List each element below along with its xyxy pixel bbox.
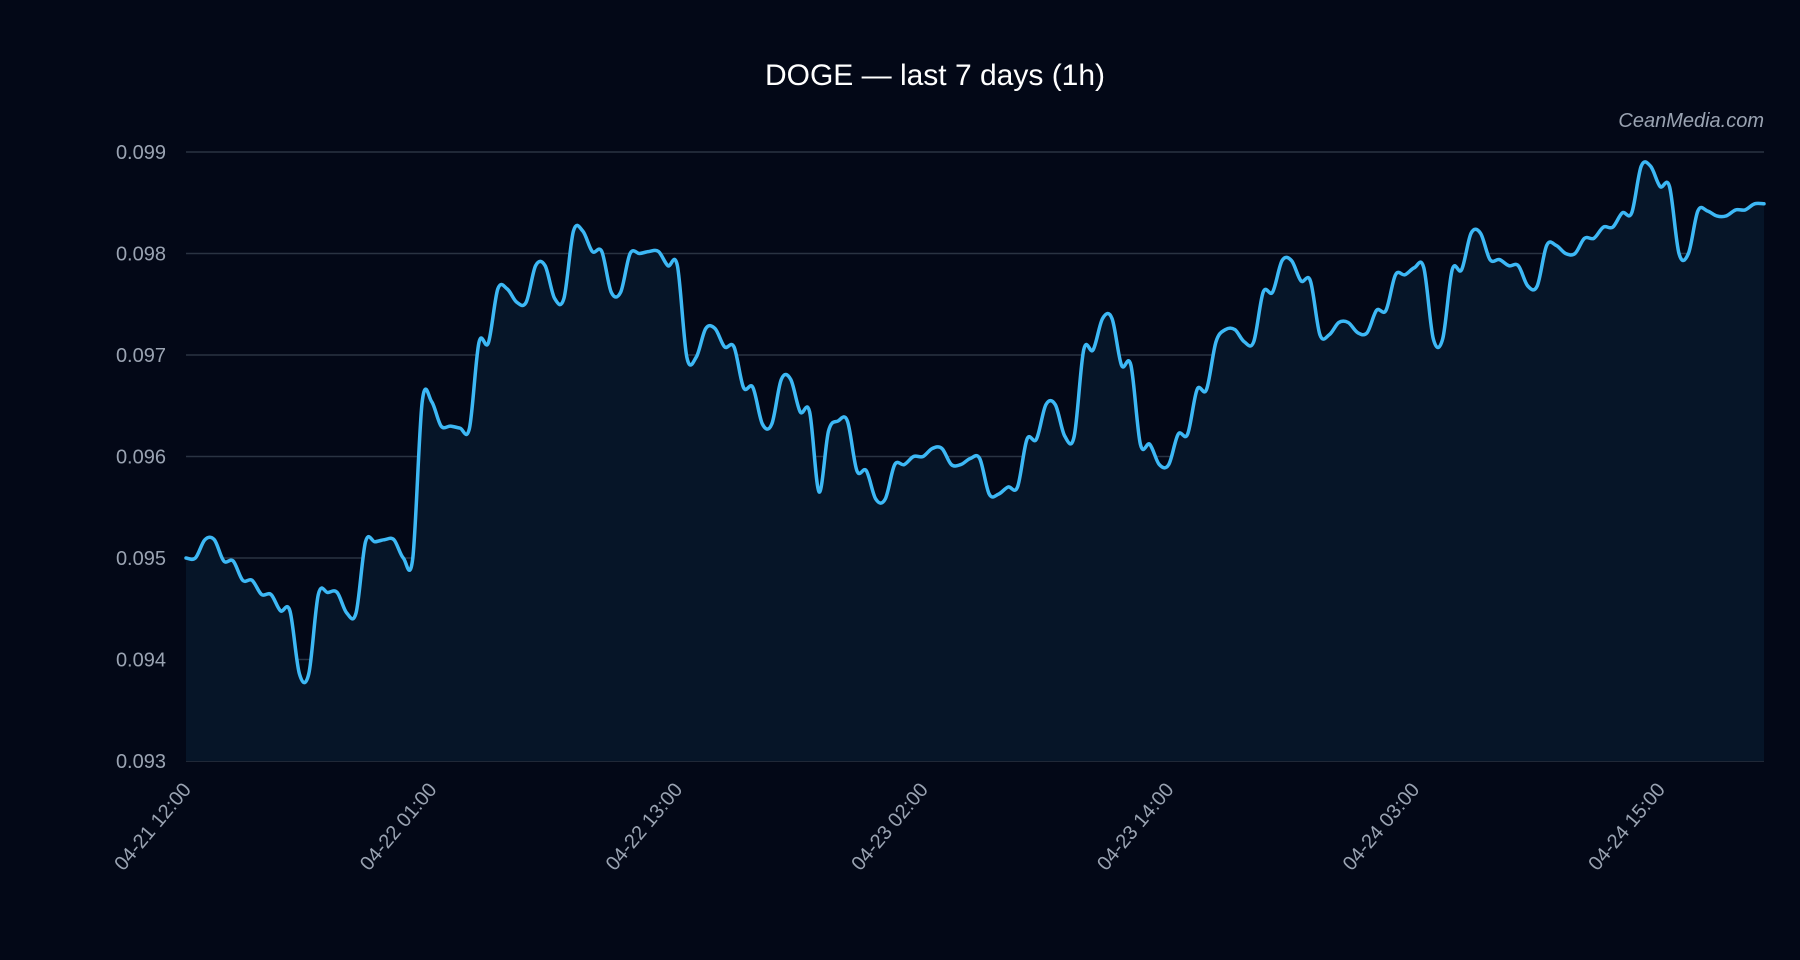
y-tick-label: 0.096 [116, 447, 166, 469]
y-axis-ticks: 0.093 0.094 0.095 0.096 0.097 0.098 0.099 [116, 142, 166, 773]
y-tick-label: 0.095 [116, 548, 166, 570]
y-tick-label: 0.098 [116, 244, 166, 266]
x-tick-label: 04-23 02:00 [847, 779, 932, 875]
x-tick-label: 04-22 01:00 [356, 779, 441, 875]
y-tick-label: 0.094 [116, 650, 166, 672]
series-line [184, 160, 1766, 685]
x-tick-label: 04-21 12:00 [110, 779, 195, 875]
y-tick-label: 0.093 [116, 751, 166, 773]
x-axis-ticks: 04-21 12:00 04-22 01:00 04-22 13:00 04-23 0… [110, 779, 1670, 875]
y-tick-label: 0.097 [116, 345, 166, 367]
chart-title: DOGE — last 7 days (1h) [765, 59, 1105, 92]
x-tick-label: 04-22 13:00 [602, 779, 687, 875]
y-tick-label: 0.099 [116, 142, 166, 164]
x-tick-label: 04-24 15:00 [1584, 779, 1669, 875]
area-fill [186, 161, 1764, 761]
x-tick-label: 04-23 14:00 [1093, 779, 1178, 875]
watermark-text: CeanMedia.com [1618, 110, 1764, 132]
x-tick-label: 04-24 03:00 [1339, 779, 1424, 875]
